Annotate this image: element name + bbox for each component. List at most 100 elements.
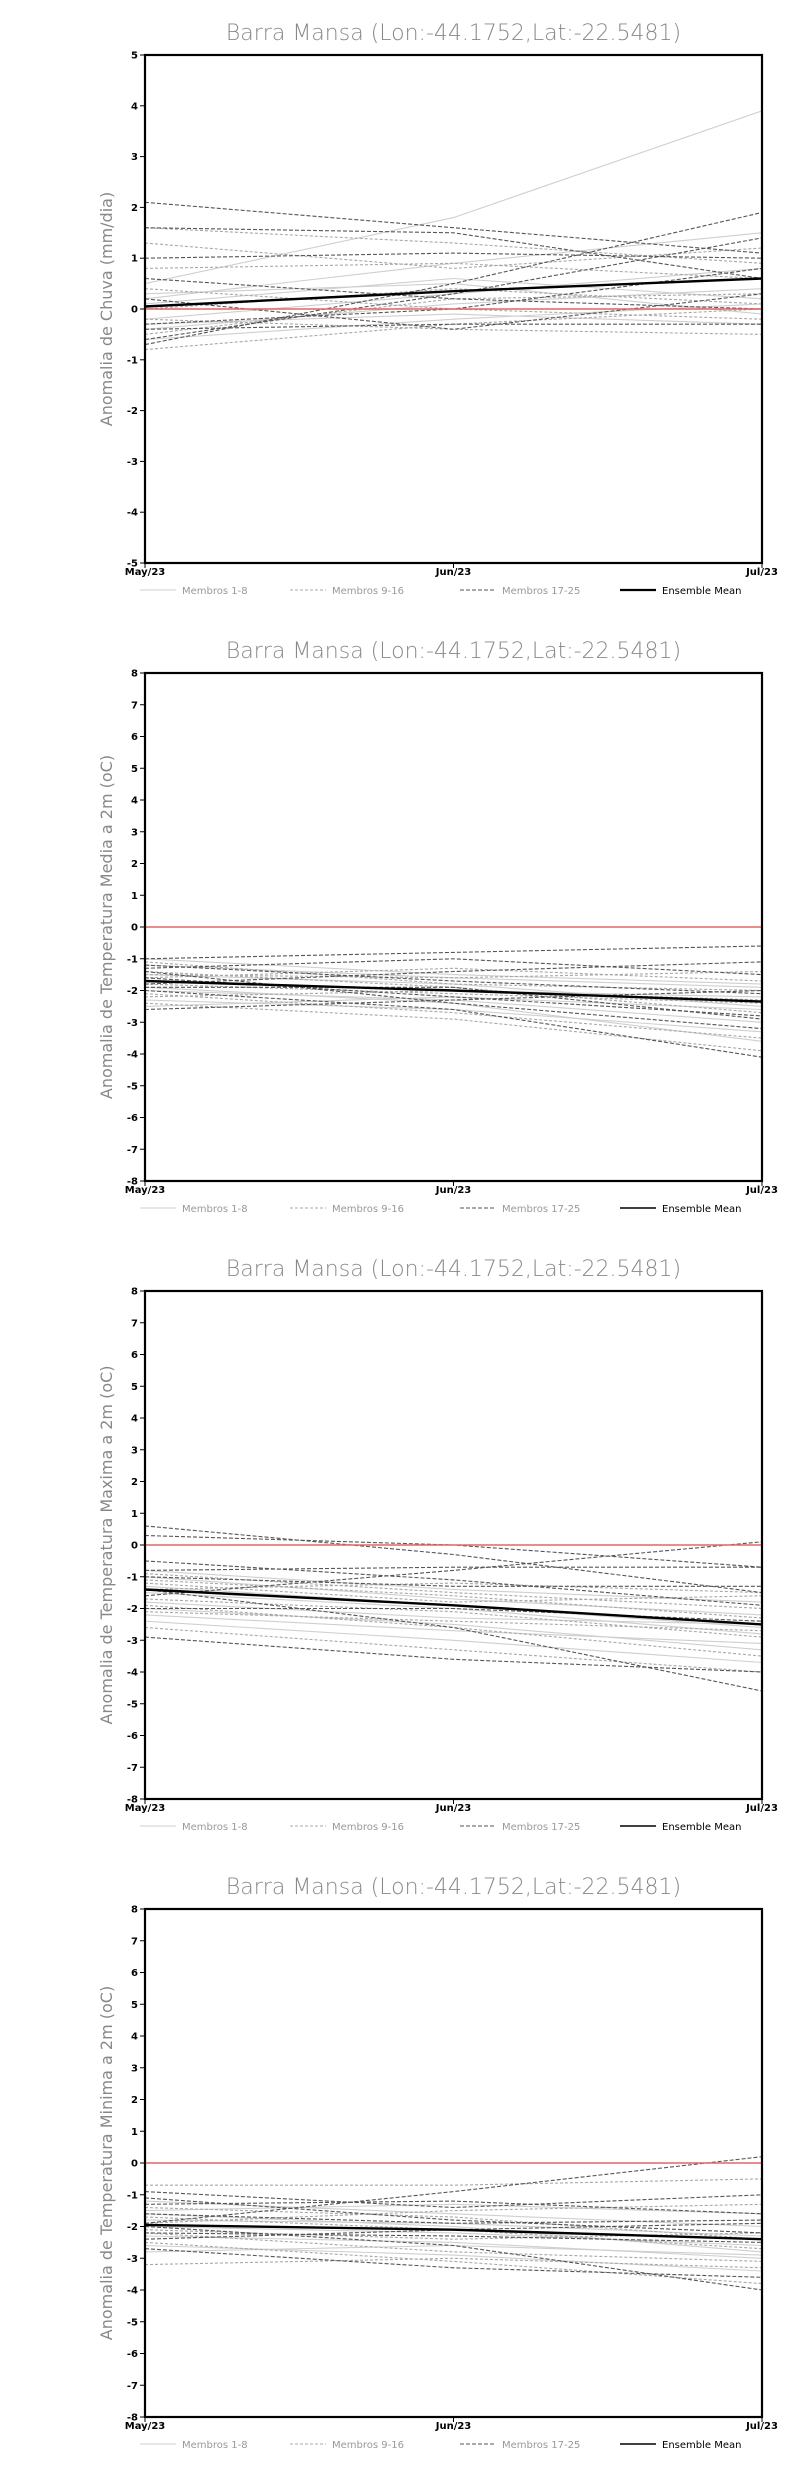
member-line-13 xyxy=(145,2178,763,2186)
legend-label: Membros 9-16 xyxy=(332,1204,404,1215)
y-tick-label: 5 xyxy=(131,764,138,775)
y-tick-label: -7 xyxy=(127,1145,138,1156)
y-tick-label: 6 xyxy=(131,1350,138,1361)
y-tick-label: -6 xyxy=(127,1113,138,1124)
legend-label: Membros 17-25 xyxy=(502,1204,580,1215)
member-line-12 xyxy=(144,1626,763,1673)
member-line-16 xyxy=(144,970,763,979)
x-tick-label: Jul/23 xyxy=(745,2421,778,2432)
legend-label: Membros 1-8 xyxy=(182,1822,248,1833)
y-tick-label: 0 xyxy=(131,1541,138,1552)
legend-label: Membros 1-8 xyxy=(182,586,248,597)
member-line-21 xyxy=(144,961,763,985)
y-axis-label: Anomalia de Chuva (mm/dia) xyxy=(97,192,116,426)
y-tick-label: 2 xyxy=(131,2095,138,2106)
y-tick-label: -4 xyxy=(127,2286,138,2297)
legend-label: Membros 17-25 xyxy=(502,2440,580,2451)
y-tick-label: -4 xyxy=(127,1050,138,1061)
y-tick-label: 6 xyxy=(131,1968,138,1979)
y-tick-label: -2 xyxy=(127,1604,138,1615)
plot-frame xyxy=(143,53,764,565)
y-tick-label: 3 xyxy=(131,2063,138,2074)
y-axis-label: Anomalia de Temperatura Media a 2m (oC) xyxy=(97,755,116,1099)
y-tick-label: 4 xyxy=(131,796,138,807)
member-line-23 xyxy=(144,964,763,995)
y-tick-label: -3 xyxy=(127,457,138,468)
y-tick-label: 4 xyxy=(131,1414,138,1425)
y-tick-label: -5 xyxy=(127,1081,138,1092)
y-tick-label: -2 xyxy=(127,986,138,997)
member-line-19 xyxy=(144,1636,763,1673)
legend-label: Ensemble Mean xyxy=(662,1204,741,1215)
member-line-22 xyxy=(144,989,763,1011)
y-tick-label: 1 xyxy=(131,891,138,902)
member-line-22 xyxy=(144,2248,763,2278)
x-tick-label: Jun/23 xyxy=(435,567,472,578)
x-tick-label: Jul/23 xyxy=(745,1185,778,1196)
member-line-17 xyxy=(144,201,763,254)
y-tick-label: 2 xyxy=(131,859,138,870)
member-line-20 xyxy=(144,237,763,341)
member-line-6 xyxy=(144,958,763,985)
member-line-23 xyxy=(144,1576,762,1587)
y-tick-label: 2 xyxy=(131,203,138,214)
ensemble-mean-line xyxy=(144,979,763,1003)
member-line-14 xyxy=(144,961,763,992)
x-tick-label: May/23 xyxy=(125,1185,166,1196)
member-line-15 xyxy=(144,989,763,1001)
member-line-4 xyxy=(144,1620,763,1664)
chart-title: Barra Mansa (Lon:-44.1752,Lat:-22.5481) xyxy=(226,639,681,664)
y-tick-label: -6 xyxy=(127,1731,138,1742)
legend-label: Ensemble Mean xyxy=(662,2440,741,2451)
legend-label: Membros 1-8 xyxy=(182,1204,248,1215)
legend-label: Membros 17-25 xyxy=(502,586,580,597)
member-line-18 xyxy=(144,2191,763,2209)
member-line-6 xyxy=(144,1569,763,1603)
y-tick-label: 0 xyxy=(131,2159,138,2170)
member-line-17 xyxy=(144,1525,763,1594)
member-line-25 xyxy=(144,1560,763,1606)
member-line-24 xyxy=(145,986,763,1020)
member-line-5 xyxy=(144,1601,763,1625)
y-tick-label: -3 xyxy=(127,2254,138,2265)
member-line-13 xyxy=(144,308,763,351)
member-line-8 xyxy=(144,986,763,1042)
y-tick-label: -2 xyxy=(127,2222,138,2233)
y-tick-label: 0 xyxy=(131,305,138,316)
member-line-3 xyxy=(144,964,763,988)
y-tick-label: -5 xyxy=(127,2317,138,2328)
y-tick-label: 8 xyxy=(131,1905,138,1916)
member-line-25 xyxy=(144,970,763,1030)
member-line-10 xyxy=(144,993,763,1039)
y-tick-label: -1 xyxy=(127,355,138,366)
legend-label: Membros 1-8 xyxy=(182,2440,248,2451)
chart-title: Barra Mansa (Lon:-44.1752,Lat:-22.5481) xyxy=(226,1257,681,1282)
member-line-11 xyxy=(144,2241,763,2285)
legend-label: Membros 9-16 xyxy=(332,2440,404,2451)
member-line-2 xyxy=(144,1607,763,1651)
y-tick-label: 7 xyxy=(131,700,138,711)
member-line-24 xyxy=(144,2232,763,2243)
member-line-2 xyxy=(144,232,763,300)
member-line-16 xyxy=(144,2216,763,2250)
member-line-22 xyxy=(144,323,762,330)
member-line-3 xyxy=(144,2203,763,2215)
member-line-16 xyxy=(144,242,763,269)
y-tick-label: -3 xyxy=(127,1636,138,1647)
member-line-4 xyxy=(144,2244,763,2272)
member-line-9 xyxy=(144,227,763,264)
member-line-18 xyxy=(144,227,763,280)
member-line-13 xyxy=(144,1573,763,1610)
y-tick-label: 8 xyxy=(131,1287,138,1298)
x-tick-label: Jun/23 xyxy=(435,2421,472,2432)
plot-frame xyxy=(143,1907,764,2419)
y-tick-label: 4 xyxy=(131,2032,138,2043)
chart-panel-2: Barra Mansa (Lon:-44.1752,Lat:-22.5481) A… xyxy=(97,639,778,1215)
y-tick-label: 5 xyxy=(131,2000,138,2011)
chart-panel-1: Barra Mansa (Lon:-44.1752,Lat:-22.5481) A… xyxy=(97,21,778,597)
member-line-21 xyxy=(144,1566,762,1571)
y-tick-label: 1 xyxy=(131,2127,138,2138)
y-tick-label: 0 xyxy=(131,923,138,934)
y-tick-label: 3 xyxy=(131,152,138,163)
